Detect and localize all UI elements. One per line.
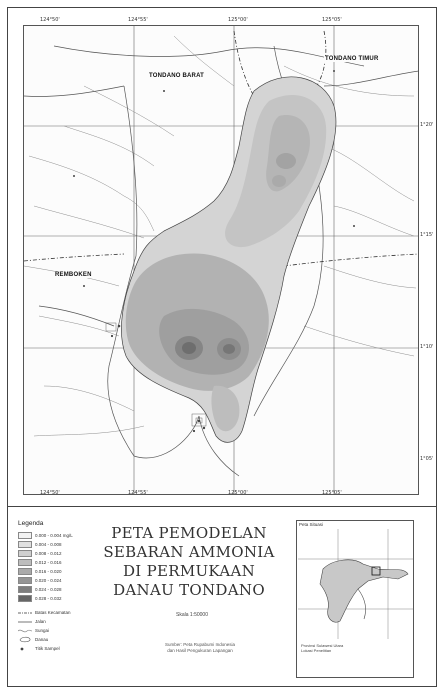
legend-swatch: [18, 568, 32, 575]
coord-top-1: 124°50': [40, 17, 60, 23]
coord-bottom-4: 125°05': [322, 490, 342, 496]
title-line-1: PETA PEMODELAN: [111, 524, 267, 542]
legend-class-row: 0.004 - 0.008: [18, 540, 98, 549]
legend-class-row: 0.020 - 0.024: [18, 576, 98, 585]
map-title: PETA PEMODELAN SEBARAN AMMONIA DI PERMUK…: [96, 524, 282, 600]
legend-swatch: [18, 586, 32, 593]
inset-note-2: Lokasi Penelitian: [301, 648, 332, 653]
legend-road-label: Jalan: [35, 619, 46, 624]
label-tondano-barat: TONDANO BARAT: [148, 73, 206, 79]
legend-class-label: 0.012 - 0.016: [35, 560, 62, 565]
credits-line-1: Sumber: Peta Rupabumi Indonesia: [164, 642, 236, 647]
title-line-3: DI PERMUKAAN: [122, 562, 256, 580]
sample-point-icon: [18, 645, 32, 652]
sheet-divider: [7, 506, 437, 507]
legend-class-label: 0.028 - 0.032: [35, 596, 62, 601]
coord-right-1: 1°20': [420, 122, 434, 128]
title-line-4: DANAU TONDANO: [113, 581, 265, 599]
legend-title: Legenda: [18, 520, 44, 527]
map-scale: Skala 1:50000: [176, 612, 208, 618]
map-credits: Sumber: Peta Rupabumi Indonesia dan Hasi…: [140, 642, 260, 654]
inset-location-box: [371, 566, 381, 576]
legend-class-label: 0.004 - 0.008: [35, 542, 62, 547]
coord-right-4: 1°05': [420, 456, 434, 462]
main-map: TONDANO BARAT TONDANO TIMUR REMBOKEN: [23, 25, 419, 495]
inset-map: Peta Situasi Provinsi Sulawesi Utara Lok…: [296, 520, 414, 678]
legend-boundary: Batas Kecamatan: [18, 608, 98, 617]
credits-line-2: dan Hasil Pengukuran Lapangan: [167, 648, 233, 653]
legend-class-row: 0.008 - 0.012: [18, 549, 98, 558]
label-tondano-timur: TONDANO TIMUR: [324, 56, 380, 62]
legend-class-label: 0.020 - 0.024: [35, 578, 62, 583]
coord-right-2: 1°15': [420, 232, 434, 238]
legend: Legenda 0.000 - 0.004 mg/L 0.004 - 0.008 0…: [18, 520, 98, 680]
legend-lake: Danau: [18, 635, 98, 644]
legend-swatch: [18, 541, 32, 548]
legend-class-row: 0.028 - 0.032: [18, 594, 98, 603]
coord-top-2: 124°55': [128, 17, 148, 23]
legend-swatch: [18, 550, 32, 557]
legend-lake-label: Danau: [35, 637, 49, 642]
legend-class-row: 0.016 - 0.020: [18, 567, 98, 576]
legend-road: Jalan: [18, 617, 98, 626]
boundary-icon: [18, 609, 32, 616]
legend-class-row: 0.012 - 0.016: [18, 558, 98, 567]
coord-right-3: 1°10': [420, 344, 434, 350]
legend-class-row: 0.024 - 0.028: [18, 585, 98, 594]
legend-river: Sungai: [18, 626, 98, 635]
title-line-2: SEBARAN AMMONIA: [103, 543, 275, 561]
legend-swatch: [18, 577, 32, 584]
legend-swatch: [18, 532, 32, 539]
coord-bottom-3: 125°00': [228, 490, 248, 496]
legend-boundary-label: Batas Kecamatan: [35, 610, 71, 615]
inset-canvas: [298, 529, 414, 639]
lake-tondano: [121, 76, 337, 443]
coord-top-3: 125°00': [228, 17, 248, 23]
map-canvas: [24, 26, 418, 494]
legend-class-label: 0.000 - 0.004 mg/L: [35, 533, 73, 538]
coord-top-4: 125°05': [322, 17, 342, 23]
inset-landmass: [319, 559, 409, 623]
river-icon: [18, 627, 32, 634]
town-blocks: [105, 322, 207, 427]
legend-sample: Titik Sampel: [18, 644, 98, 653]
inset-note-1: Provinsi Sulawesi Utara: [301, 643, 344, 648]
label-remboken: REMBOKEN: [54, 272, 93, 278]
road-icon: [18, 618, 32, 625]
coord-bottom-1: 124°50': [40, 490, 60, 496]
legend-classes: 0.000 - 0.004 mg/L 0.004 - 0.008 0.008 - 0…: [18, 531, 98, 603]
lake-icon: [18, 636, 32, 643]
inset-title: Peta Situasi: [299, 522, 324, 527]
inset-notes: Provinsi Sulawesi Utara Lokasi Penelitia…: [301, 643, 411, 653]
legend-swatch: [18, 559, 32, 566]
legend-class-label: 0.008 - 0.012: [35, 551, 62, 556]
legend-sample-label: Titik Sampel: [35, 646, 60, 651]
legend-class-row: 0.000 - 0.004 mg/L: [18, 531, 98, 540]
legend-river-label: Sungai: [35, 628, 50, 633]
legend-class-label: 0.016 - 0.020: [35, 569, 62, 574]
sample-points: [73, 70, 355, 433]
coord-bottom-2: 124°55': [128, 490, 148, 496]
legend-class-label: 0.024 - 0.028: [35, 587, 62, 592]
legend-swatch: [18, 595, 32, 602]
